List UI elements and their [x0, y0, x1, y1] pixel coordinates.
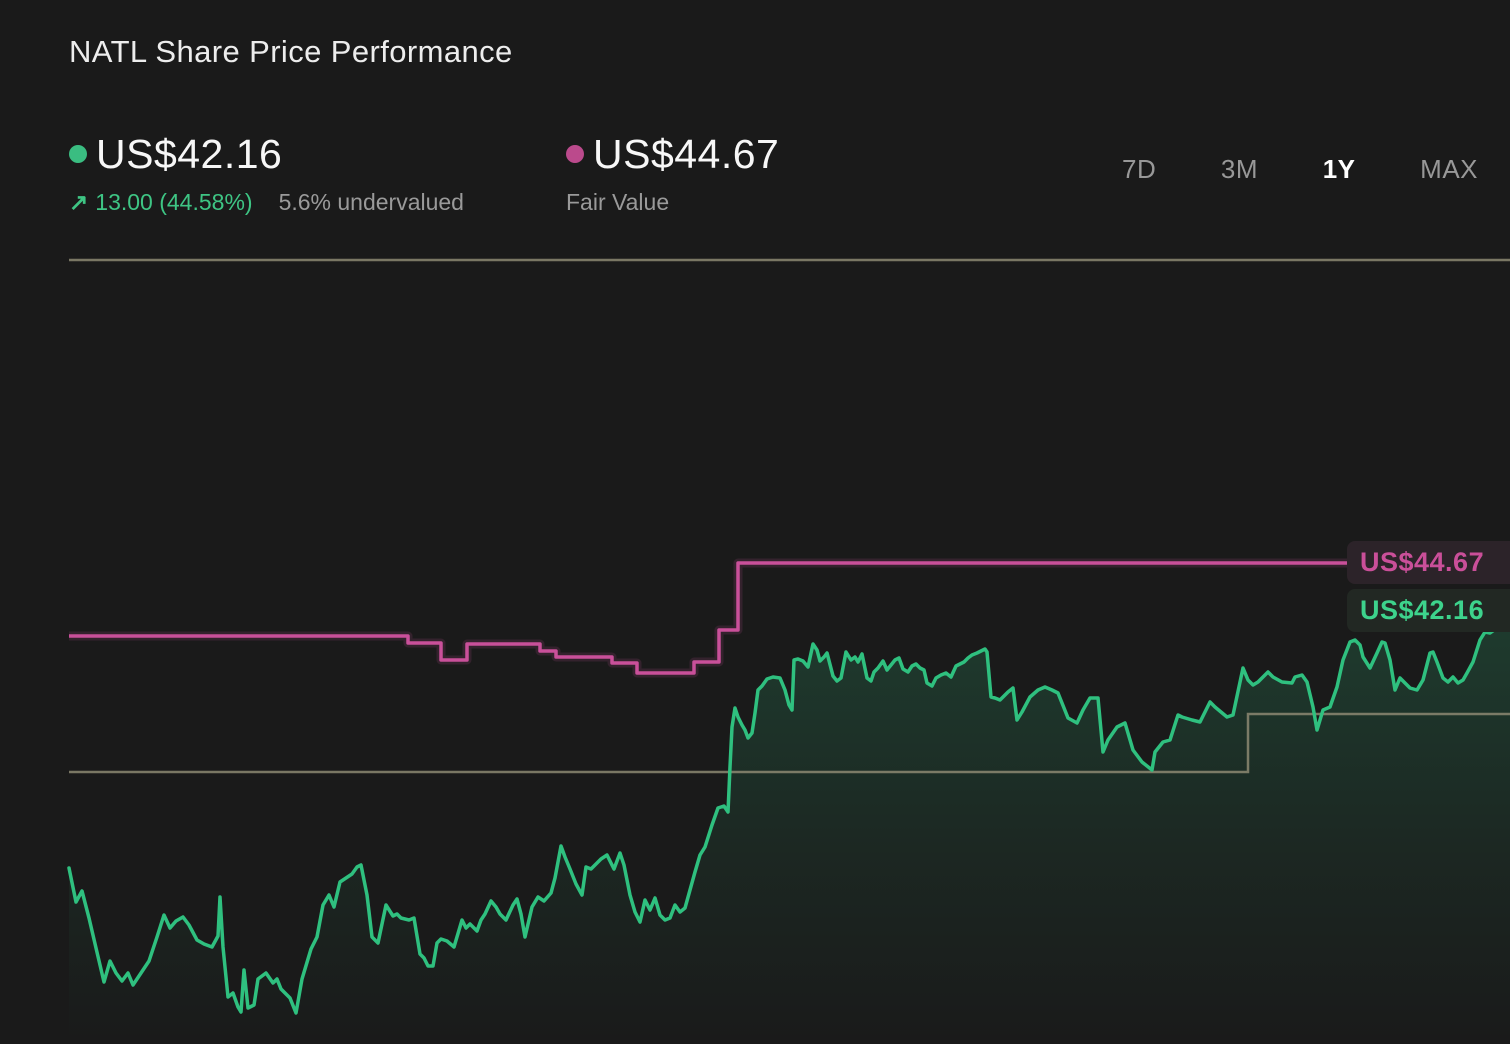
range-button-3m[interactable]: 3M: [1217, 152, 1262, 187]
share-price-line: [67, 616, 1510, 1015]
share-price-legend: US$42.16 ↗ 13.00 (44.58%) 5.6% undervalu…: [69, 128, 464, 215]
page-title: NATL Share Price Performance: [69, 34, 513, 69]
fair-value-chart-label: US$44.67: [1347, 541, 1510, 584]
share-price-chart-label-text: US$42.16: [1360, 595, 1485, 625]
reference-step-line: [69, 712, 1510, 774]
range-button-1y[interactable]: 1Y: [1319, 152, 1360, 187]
share-price-change: 13.00 (44.58%): [95, 189, 253, 215]
share-price-chart-label: US$42.16: [1347, 589, 1510, 632]
fair-value-value: US$44.67: [593, 130, 780, 177]
share-price-dot-icon: [69, 145, 87, 163]
time-range-selector: 7D 3M 1Y MAX: [1118, 152, 1482, 187]
fair-value-label: Fair Value: [566, 189, 670, 215]
share-price-area: [69, 618, 1510, 1044]
share-price-value: US$42.16: [96, 130, 283, 177]
fair-value-line: [69, 561, 1352, 675]
fair-value-dot-icon: [566, 145, 584, 163]
fair-value-line-glow: [69, 558, 1352, 678]
valuation-note: 5.6% undervalued: [278, 189, 464, 215]
fair-value-legend: US$44.67 Fair Value: [566, 128, 779, 215]
fair-value-chart-label-text: US$44.67: [1360, 547, 1485, 577]
range-button-7d[interactable]: 7D: [1118, 152, 1160, 187]
range-button-max[interactable]: MAX: [1416, 152, 1482, 187]
up-right-arrow-icon: ↗: [69, 189, 89, 215]
